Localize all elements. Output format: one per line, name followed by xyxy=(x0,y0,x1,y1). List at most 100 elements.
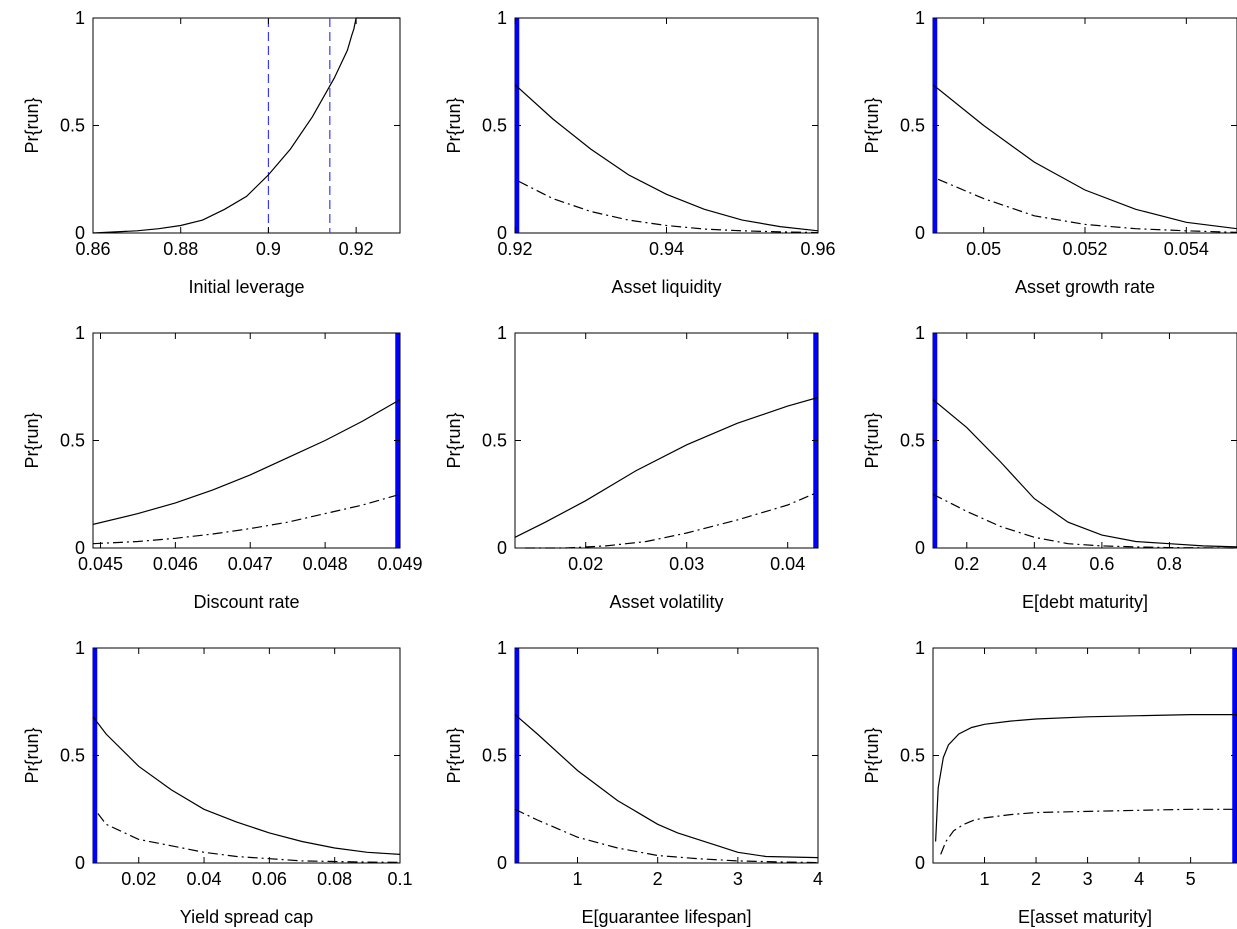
y-tick-label: 1 xyxy=(915,638,925,658)
x-tick-label: 0.8 xyxy=(1157,554,1182,574)
x-tick-label: 0.054 xyxy=(1164,239,1209,259)
series-line-dashdot xyxy=(97,813,400,863)
plot-frame xyxy=(514,17,819,234)
y-tick-label: 0 xyxy=(75,223,85,243)
x-tick-label: 0.052 xyxy=(1062,239,1107,259)
x-tick-label: 0.88 xyxy=(163,239,198,259)
y-tick-label: 0 xyxy=(75,538,85,558)
y-tick-label: 1 xyxy=(497,8,507,28)
plot-frame xyxy=(932,17,1237,234)
y-tick-label: 0 xyxy=(497,223,507,243)
subplot: 0 0.5 1 0.05 0.052 0.054 Asset growth rate Pr{r… xyxy=(862,8,1237,297)
x-axis-label: Initial leverage xyxy=(188,277,304,297)
y-tick-label: 0 xyxy=(497,538,507,558)
y-tick-label: 1 xyxy=(75,638,85,658)
y-tick-label: 0.5 xyxy=(60,431,85,451)
x-tick-label: 0.92 xyxy=(497,239,532,259)
series-line-dashdot xyxy=(518,180,818,234)
x-tick-label: 2 xyxy=(653,869,663,889)
y-tick-label: 1 xyxy=(497,323,507,343)
x-axis-label: E[debt maturity] xyxy=(1022,592,1148,612)
series-line-dashdot xyxy=(940,808,1237,855)
y-axis-label: Pr{run} xyxy=(862,727,882,783)
subplot: 0 0.5 1 0.92 0.94 0.96 Asset liquidity Pr{run} xyxy=(444,8,836,297)
series-line-dashdot xyxy=(93,493,400,545)
subplot: 0 0.5 1 0.2 0.4 0.6 0.8 E[debt maturity] Pr{run} xyxy=(862,323,1237,612)
x-tick-label: 0.96 xyxy=(800,239,835,259)
y-axis-label: Pr{run} xyxy=(22,412,42,468)
series-line-solid xyxy=(515,84,818,232)
subplot: 0 0.5 1 1 2 3 4 E[guarantee lifespan] Pr{run} xyxy=(444,638,823,927)
x-tick-label: 0.92 xyxy=(339,239,374,259)
x-axis-label: Asset volatility xyxy=(609,592,723,612)
plot-frame xyxy=(92,332,401,549)
y-axis-label: Pr{run} xyxy=(444,412,464,468)
x-tick-label: 0.86 xyxy=(75,239,110,259)
y-axis-label: Pr{run} xyxy=(444,97,464,153)
y-axis-label: Pr{run} xyxy=(444,727,464,783)
x-axis-label: Yield spread cap xyxy=(180,907,313,927)
x-tick-label: 0.04 xyxy=(187,869,222,889)
x-tick-label: 3 xyxy=(1083,869,1093,889)
y-axis-label: Pr{run} xyxy=(22,97,42,153)
y-tick-label: 0.5 xyxy=(482,431,507,451)
x-tick-label: 4 xyxy=(1134,869,1144,889)
y-tick-label: 0 xyxy=(497,853,507,873)
y-tick-label: 0.5 xyxy=(482,746,507,766)
x-tick-label: 0.94 xyxy=(649,239,684,259)
x-tick-label: 0.2 xyxy=(954,554,979,574)
y-tick-label: 1 xyxy=(915,323,925,343)
y-tick-label: 0 xyxy=(915,538,925,558)
series-line-solid xyxy=(515,396,818,538)
x-tick-label: 0.6 xyxy=(1089,554,1114,574)
x-tick-label: 0.046 xyxy=(153,554,198,574)
plot-frame xyxy=(92,17,401,234)
series-line-solid xyxy=(935,713,1237,842)
x-tick-label: 0.047 xyxy=(228,554,273,574)
x-tick-label: 0.03 xyxy=(669,554,704,574)
y-axis-label: Pr{run} xyxy=(862,97,882,153)
x-tick-label: 0.02 xyxy=(121,869,156,889)
subplot: 0 0.5 1 0.86 0.88 0.9 0.92 Initial leverage Pr{r… xyxy=(22,8,401,297)
x-tick-label: 0.4 xyxy=(1022,554,1047,574)
series-line-solid xyxy=(93,399,400,525)
x-tick-label: 3 xyxy=(733,869,743,889)
x-tick-label: 0.045 xyxy=(78,554,123,574)
series-line-solid xyxy=(933,84,1237,230)
x-axis-label: E[asset maturity] xyxy=(1018,907,1152,927)
series-line-solid xyxy=(933,399,1237,548)
x-tick-label: 5 xyxy=(1186,869,1196,889)
x-tick-label: 0.9 xyxy=(256,239,281,259)
x-tick-label: 0.05 xyxy=(966,239,1001,259)
x-tick-label: 4 xyxy=(813,869,823,889)
series-line-solid xyxy=(93,17,400,234)
y-tick-label: 0.5 xyxy=(60,746,85,766)
series-line-solid xyxy=(93,716,400,855)
y-tick-label: 1 xyxy=(75,8,85,28)
series-line-dashdot xyxy=(933,493,1237,549)
series-line-dashdot xyxy=(525,491,818,549)
x-axis-label: E[guarantee lifespan] xyxy=(581,907,751,927)
plot-frame xyxy=(92,647,401,864)
x-tick-label: 2 xyxy=(1031,869,1041,889)
x-tick-label: 1 xyxy=(573,869,583,889)
y-tick-label: 0 xyxy=(915,223,925,243)
y-axis-label: Pr{run} xyxy=(862,412,882,468)
y-tick-label: 0.5 xyxy=(900,431,925,451)
x-axis-label: Discount rate xyxy=(193,592,299,612)
plot-frame xyxy=(932,647,1237,864)
y-tick-label: 1 xyxy=(915,8,925,28)
y-axis-label: Pr{run} xyxy=(22,727,42,783)
x-tick-label: 0.06 xyxy=(252,869,287,889)
x-tick-label: 0.1 xyxy=(387,869,412,889)
x-tick-label: 0.049 xyxy=(377,554,422,574)
y-tick-label: 0.5 xyxy=(60,116,85,136)
x-tick-label: 0.048 xyxy=(303,554,348,574)
series-line-solid xyxy=(515,714,818,859)
subplot: 0 0.5 1 1 2 3 4 5 E[asset maturity] Pr{run} xyxy=(862,638,1237,927)
x-axis-label: Asset liquidity xyxy=(611,277,721,297)
plot-frame xyxy=(514,332,819,549)
x-axis-label: Asset growth rate xyxy=(1015,277,1155,297)
x-tick-label: 0.04 xyxy=(770,554,805,574)
